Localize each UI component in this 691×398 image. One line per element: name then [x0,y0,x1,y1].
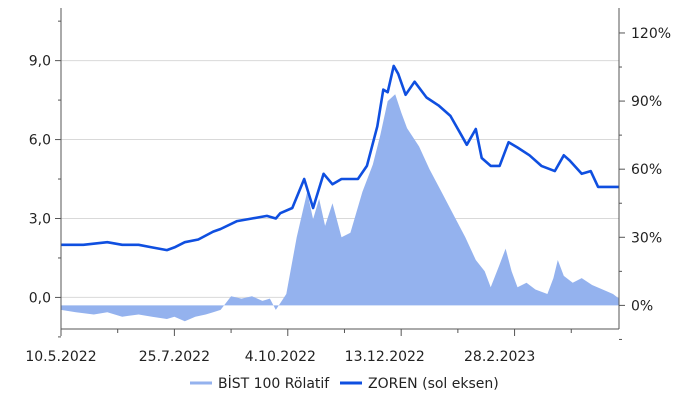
left-axis-tick-label: 9,0 [29,54,51,70]
zoren-line-layer [61,64,619,252]
legend-label-zoren: ZOREN (sol eksen) [368,376,499,392]
x-axis-tick-label: 25.7.2022 [139,349,210,365]
bist100-relative-area-layer [61,94,619,322]
left-axis-tick-label: 6,0 [29,133,51,149]
left-axis-tick-label: 3,0 [29,211,51,227]
right-axis-tick-label: 90% [631,94,662,110]
right-axis-tick-label: 0% [631,298,653,314]
left-axis-tick-label: 0,0 [29,290,51,306]
axes: 0,0 3,0 6,0 9,0 0% 30% 60% 90% 120% 10.5.2022 25.7… [25,8,671,365]
bist100-relative-area [61,94,619,322]
x-axis-tick-label: 10.5.2022 [25,349,96,365]
legend-label-bist100: BİST 100 Rölatif [218,374,330,392]
right-axis-tick-label: 120% [631,26,671,42]
right-axis-tick-label: 60% [631,162,662,178]
x-axis-tick-label: 28.2.2023 [464,349,535,365]
zoren-line [61,64,619,252]
legend: BİST 100 Rölatif ZOREN (sol eksen) [190,374,499,392]
x-axis-tick-label: 4.10.2022 [245,349,316,365]
x-axis-tick-label: 13.12.2022 [345,349,425,365]
right-axis-tick-label: 30% [631,230,662,246]
